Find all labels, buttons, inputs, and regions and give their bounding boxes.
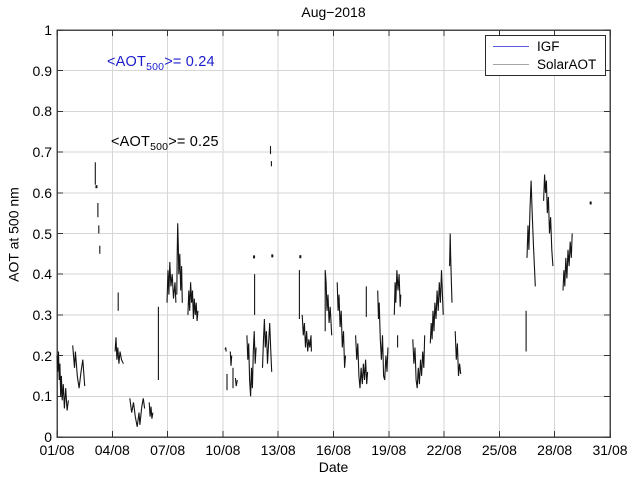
- data-cluster: [355, 335, 369, 389]
- x-tick-label: 31/08: [592, 442, 628, 458]
- legend-label-solaraot: SolarAOT: [537, 57, 597, 73]
- data-cluster: [562, 233, 573, 291]
- y-tick-label: 0.6: [32, 184, 52, 201]
- data-cluster: [224, 347, 227, 352]
- data-cluster: [166, 261, 177, 303]
- data-cluster: [454, 331, 462, 376]
- legend: IGF SolarAOT: [485, 35, 606, 76]
- data-cluster: [72, 345, 86, 389]
- data-cluster: [526, 180, 536, 287]
- x-tick-label: 01/08: [39, 442, 75, 458]
- data-cluster: [129, 398, 146, 427]
- data-cluster: [261, 318, 273, 372]
- data-cluster: [393, 270, 402, 315]
- y-tick-label: 0.8: [32, 103, 52, 120]
- data-cluster: [56, 351, 69, 411]
- mean-annotation-igf: <AOT500>= 0.24: [107, 54, 215, 73]
- data-cluster: [246, 331, 257, 397]
- legend-item-solaraot: SolarAOT: [486, 56, 605, 73]
- x-axis-label: Date: [318, 459, 349, 475]
- mean-annotation-solaraot: <AOT500>= 0.25: [111, 134, 219, 153]
- y-tick-label: 0: [44, 429, 52, 445]
- x-tick-label: 13/08: [260, 442, 296, 458]
- x-tick-label: 25/08: [481, 442, 517, 458]
- y-tick-label: 1: [44, 22, 52, 38]
- data-cluster: [543, 174, 554, 267]
- y-tick-label: 0.5: [32, 225, 52, 242]
- data-cluster: [429, 270, 444, 344]
- data-cluster: [324, 270, 333, 336]
- data-cluster: [449, 233, 453, 303]
- data-point: [253, 255, 256, 259]
- legend-line-sample-igf: [493, 45, 529, 47]
- data-cluster: [234, 377, 238, 387]
- data-point: [589, 201, 592, 205]
- x-tick-label: 22/08: [426, 442, 462, 458]
- legend-item-igf: IGF: [486, 38, 605, 55]
- data-cluster: [336, 282, 347, 368]
- data-point: [95, 185, 98, 189]
- y-tick-label: 0.1: [32, 388, 52, 405]
- x-tick-label: 10/08: [205, 442, 241, 458]
- data-cluster: [412, 335, 426, 389]
- legend-label-igf: IGF: [537, 38, 560, 54]
- data-cluster: [229, 351, 233, 366]
- x-tick-label: 16/08: [315, 442, 352, 458]
- x-tick-label: 04/08: [94, 442, 130, 458]
- data-point: [299, 255, 302, 259]
- chart-title: Aug−2018: [301, 4, 366, 20]
- y-tick-label: 0.2: [32, 347, 52, 364]
- data-cluster: [187, 282, 199, 322]
- data-cluster: [176, 223, 183, 303]
- legend-line-sample-solaraot: [493, 64, 529, 66]
- y-tick-label: 0.3: [32, 306, 52, 323]
- x-tick-label: 07/08: [150, 442, 186, 458]
- y-tick-label: 0.9: [32, 62, 52, 79]
- data-cluster: [301, 314, 312, 352]
- x-tick-label: 19/08: [371, 442, 407, 458]
- data-cluster: [377, 290, 389, 381]
- data-cluster: [114, 337, 124, 364]
- data-point: [271, 254, 274, 258]
- y-tick-label: 0.4: [32, 266, 52, 283]
- data-cluster: [148, 402, 154, 419]
- x-tick-label: 28/08: [537, 442, 573, 458]
- y-tick-label: 0.7: [32, 144, 52, 161]
